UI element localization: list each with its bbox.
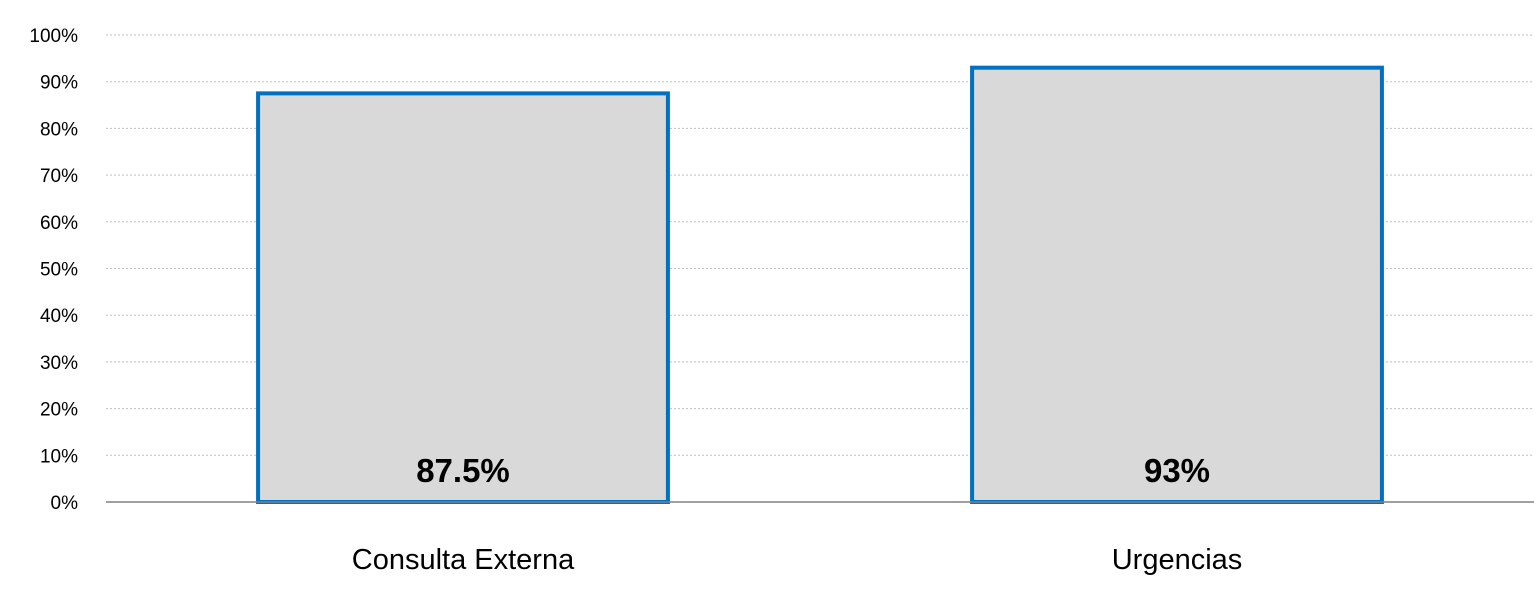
y-tick-label: 50%	[40, 260, 78, 281]
y-tick-label: 10%	[40, 446, 78, 467]
data-label: 87.5%	[416, 452, 510, 489]
y-tick-label: 80%	[40, 119, 78, 140]
y-axis-tick-labels: 0% 10% 20% 30% 40% 50% 60% 70% 80% 90% 100%	[29, 26, 78, 514]
y-tick-label: 60%	[40, 213, 78, 234]
y-tick-label: 0%	[51, 493, 79, 514]
x-category-label: Consulta Externa	[352, 544, 575, 576]
bar	[970, 65, 1384, 504]
x-axis-category-labels: Consulta Externa Urgencias	[352, 544, 1243, 576]
bars	[256, 65, 1384, 504]
y-tick-label: 20%	[40, 400, 78, 421]
y-tick-label: 100%	[29, 26, 78, 47]
y-tick-label: 30%	[40, 353, 78, 374]
y-tick-label: 90%	[40, 73, 78, 94]
bar	[256, 91, 670, 504]
y-tick-label: 40%	[40, 306, 78, 327]
data-labels: 87.5% 93%	[416, 452, 1210, 489]
y-tick-label: 70%	[40, 166, 78, 187]
data-label: 93%	[1144, 452, 1210, 489]
x-category-label: Urgencias	[1112, 544, 1243, 576]
